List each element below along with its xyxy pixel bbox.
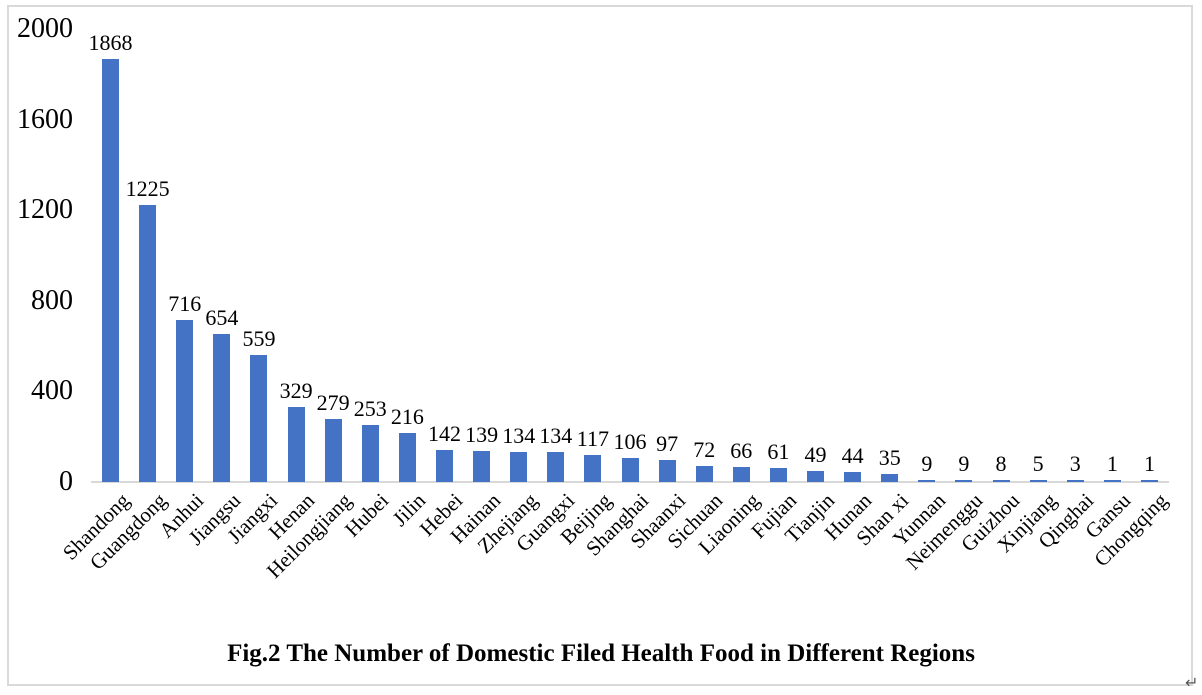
data-label: 654 (205, 305, 239, 330)
bar (1140, 480, 1158, 482)
bar (213, 334, 231, 482)
data-label: 3 (1069, 451, 1081, 476)
data-label: 106 (613, 429, 647, 454)
y-tick-label: 800 (31, 284, 73, 316)
data-label: 134 (502, 423, 536, 448)
bar (139, 205, 157, 482)
y-tick-label: 1600 (17, 103, 73, 135)
data-label: 139 (465, 422, 499, 447)
data-label: 559 (242, 326, 276, 351)
bar (1103, 480, 1121, 482)
bar (881, 474, 899, 482)
y-tick-label: 1200 (17, 194, 73, 226)
data-label: 1 (1106, 451, 1118, 476)
bar (473, 451, 491, 482)
bar (1066, 480, 1084, 482)
data-label: 253 (353, 396, 387, 421)
bar (918, 480, 936, 482)
bar (695, 466, 713, 482)
bar (176, 320, 194, 482)
y-tick-label: 0 (59, 466, 73, 497)
data-label: 72 (693, 437, 716, 462)
bar (1029, 480, 1047, 482)
bar (547, 452, 565, 482)
x-axis-line (91, 481, 1169, 483)
figure-caption: Fig.2 The Number of Domestic Filed Healt… (227, 640, 975, 667)
data-label: 97 (656, 431, 679, 456)
data-label: 279 (316, 390, 350, 415)
y-tick-label: 400 (31, 375, 73, 407)
bar (732, 467, 750, 482)
bar (992, 480, 1010, 482)
data-label: 61 (767, 439, 790, 464)
data-label: 9 (958, 451, 970, 476)
data-label: 44 (841, 443, 864, 468)
data-label: 134 (539, 423, 573, 448)
data-label: 329 (279, 378, 313, 403)
data-label: 1225 (125, 176, 170, 201)
chart-object-frame[interactable] (7, 5, 1193, 686)
bar (361, 425, 379, 482)
bar (250, 355, 268, 482)
data-label: 9 (921, 451, 933, 476)
data-label: 117 (576, 426, 609, 451)
bar (324, 419, 342, 482)
data-label: 35 (878, 445, 901, 470)
bar (955, 480, 973, 482)
bar (658, 460, 676, 482)
data-label: 5 (1032, 451, 1044, 476)
bar (510, 452, 528, 482)
bar (769, 468, 787, 482)
data-label: 8 (995, 451, 1007, 476)
data-label: 1868 (88, 30, 133, 55)
data-label: 142 (427, 421, 461, 446)
bar (102, 59, 120, 482)
bar (435, 450, 453, 482)
bar (398, 433, 416, 482)
bar (621, 458, 639, 482)
data-label: 49 (804, 442, 827, 467)
bar (807, 471, 825, 482)
bar (287, 407, 305, 482)
data-label: 216 (390, 404, 424, 429)
data-label: 716 (168, 291, 202, 316)
y-tick-label: 2000 (17, 13, 73, 44)
data-label: 66 (730, 438, 753, 463)
bar (584, 455, 602, 482)
bar (844, 472, 862, 482)
data-label: 1 (1143, 451, 1155, 476)
paragraph-return-mark: ↵ (1185, 673, 1199, 692)
